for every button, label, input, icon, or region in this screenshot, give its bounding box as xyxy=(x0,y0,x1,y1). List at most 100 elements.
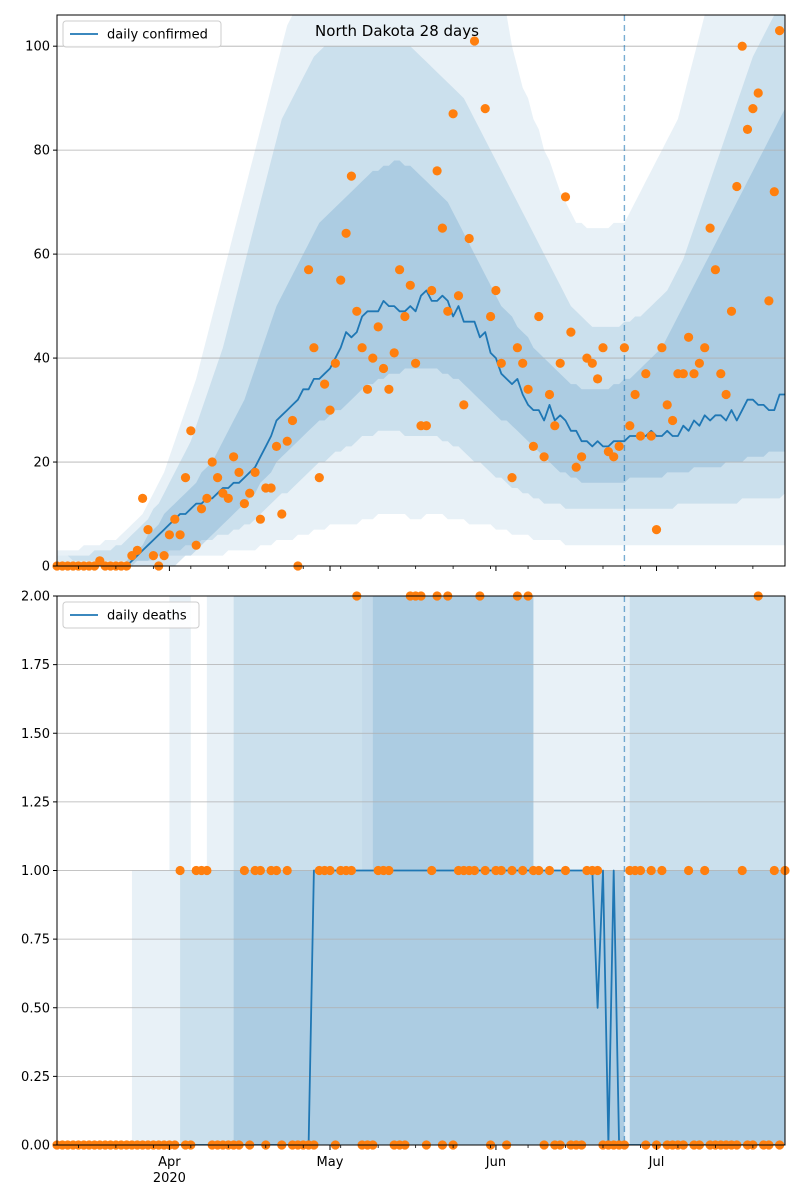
data-point xyxy=(389,348,399,358)
legend-label: daily deaths xyxy=(107,609,187,624)
axes-frame xyxy=(56,14,786,567)
data-point xyxy=(362,384,373,394)
data-point xyxy=(684,865,694,876)
data-point xyxy=(234,467,244,477)
data-point xyxy=(635,865,646,876)
data-point xyxy=(539,452,549,462)
y-tick-label: 1.00 xyxy=(21,864,50,879)
data-point xyxy=(544,865,555,876)
y-tick-label: 0.75 xyxy=(21,933,50,948)
data-point xyxy=(132,545,142,556)
data-point xyxy=(641,369,651,379)
data-point xyxy=(175,530,185,540)
data-point xyxy=(507,865,517,876)
data-point xyxy=(518,358,528,368)
data-point xyxy=(405,280,415,290)
data-point xyxy=(657,865,667,876)
y-tick-label: 20 xyxy=(33,456,50,471)
data-point xyxy=(282,865,292,876)
data-point xyxy=(518,865,528,876)
data-point xyxy=(469,36,480,46)
data-point xyxy=(469,865,480,876)
data-point xyxy=(304,265,314,275)
data-point xyxy=(775,26,785,36)
data-point xyxy=(587,358,597,368)
data-point xyxy=(716,369,726,379)
data-point xyxy=(662,400,672,410)
data-point xyxy=(464,233,474,244)
data-point xyxy=(346,865,356,876)
data-point xyxy=(239,499,249,509)
data-point xyxy=(357,343,367,353)
data-point xyxy=(742,124,753,134)
data-point xyxy=(678,369,688,379)
data-point xyxy=(427,285,437,296)
confirmed-panel: 0 20 40 60 80 100 daily confirmed xyxy=(25,14,786,575)
data-point xyxy=(255,514,265,524)
data-point xyxy=(325,865,335,876)
data-point xyxy=(400,311,410,322)
data-point xyxy=(491,285,501,296)
data-point xyxy=(700,343,710,353)
data-point xyxy=(437,223,447,233)
deaths-panel: 0.00 0.25 0.50 0.75 1.00 1.25 1.50 1.75 2.00 Apr2… xyxy=(21,590,790,1186)
data-point xyxy=(373,322,383,332)
plot-area xyxy=(57,15,785,566)
data-point xyxy=(395,265,405,275)
data-point xyxy=(571,462,581,472)
data-point xyxy=(566,327,576,337)
x-tick-label: Jun xyxy=(485,1155,506,1170)
data-point xyxy=(635,431,646,441)
data-point xyxy=(496,865,506,876)
data-point xyxy=(769,865,779,876)
data-point xyxy=(427,865,437,876)
data-point xyxy=(202,493,212,503)
data-point xyxy=(480,104,490,114)
data-point xyxy=(593,865,603,876)
data-point xyxy=(593,374,603,384)
data-point xyxy=(748,104,758,114)
data-point xyxy=(700,865,710,876)
data-point xyxy=(512,343,523,353)
legend-box xyxy=(62,601,200,629)
data-point xyxy=(421,421,431,431)
observed-points xyxy=(52,591,790,1150)
data-point xyxy=(346,171,356,181)
data-point xyxy=(560,865,571,876)
data-point xyxy=(764,296,774,306)
inner-band xyxy=(57,108,785,566)
y-tick-label: 40 xyxy=(33,352,50,367)
data-point xyxy=(384,384,394,394)
legend: daily confirmed xyxy=(62,20,222,48)
data-point xyxy=(598,343,608,353)
data-point xyxy=(534,865,544,876)
data-point xyxy=(651,525,662,535)
legend-box xyxy=(62,20,222,48)
data-point xyxy=(287,415,298,426)
data-point xyxy=(309,343,319,353)
data-point xyxy=(148,551,158,561)
data-point xyxy=(378,363,389,374)
y-tick-label: 1.75 xyxy=(21,658,50,673)
series-line xyxy=(57,869,785,1145)
data-point xyxy=(341,228,351,238)
data-point xyxy=(609,452,619,462)
data-point xyxy=(320,379,330,389)
data-point xyxy=(550,421,560,431)
y-tick-label: 80 xyxy=(33,144,50,159)
figure-title: North Dakota 28 days xyxy=(315,22,479,40)
data-point xyxy=(486,311,496,322)
data-point xyxy=(753,88,763,98)
data-point xyxy=(710,265,721,275)
data-point xyxy=(384,865,394,876)
data-point xyxy=(528,441,539,451)
data-point xyxy=(657,343,667,353)
data-point xyxy=(646,865,656,876)
data-point xyxy=(577,452,587,462)
data-point xyxy=(544,389,555,400)
y-tick-label: 0.25 xyxy=(21,1070,50,1085)
series-line xyxy=(57,289,785,566)
data-point xyxy=(619,343,630,353)
